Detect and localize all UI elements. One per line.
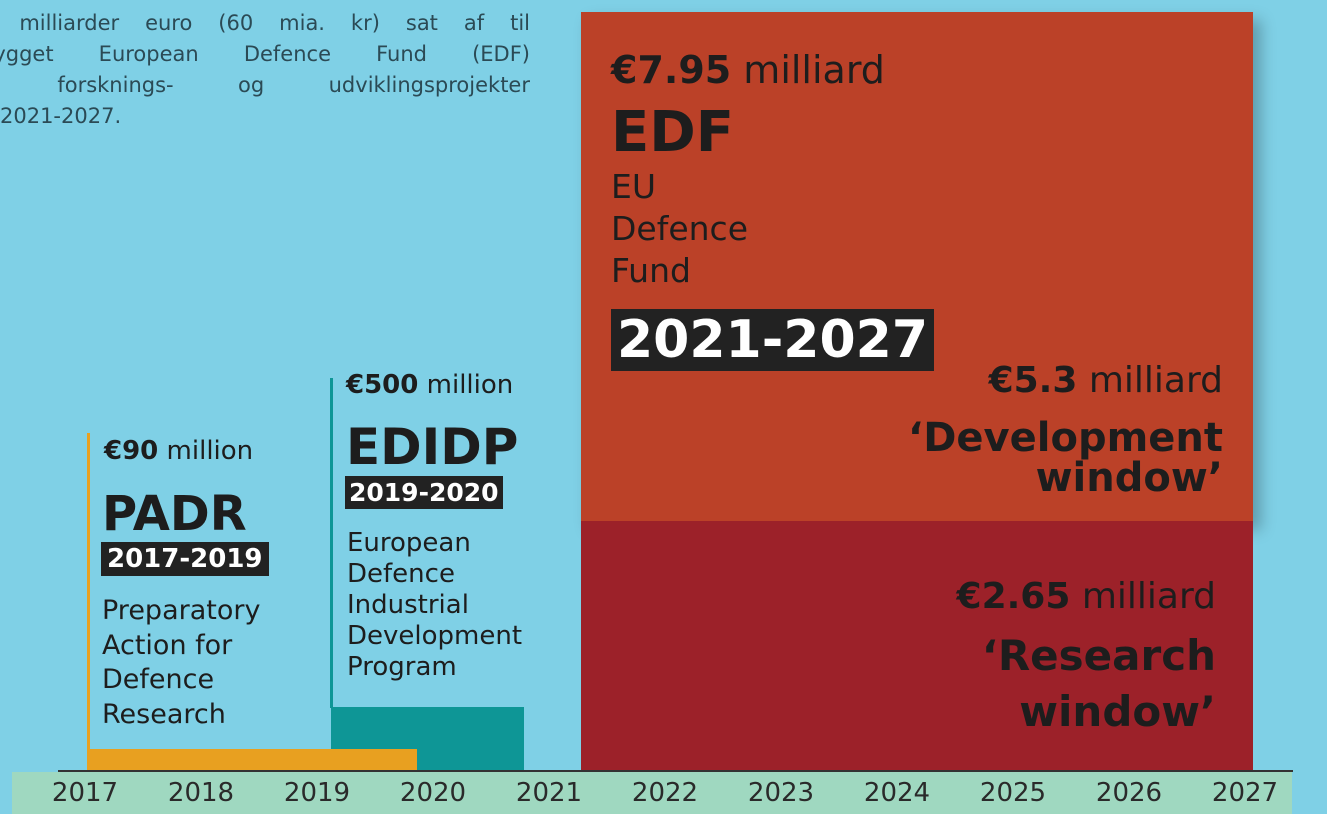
edf-period: 2021-2027: [611, 309, 935, 371]
name-line: Industrial: [347, 590, 469, 620]
edf-amount: €7.95 milliard: [611, 48, 885, 92]
year-label: 2019: [283, 778, 351, 808]
amount: €5.3: [988, 360, 1078, 401]
unit: milliard: [1088, 360, 1223, 401]
year-label: 2018: [167, 778, 235, 808]
year-label: 2017: [51, 778, 119, 808]
intro-text: 8 milliarder euro (60 mia. kr) sat af ti…: [0, 8, 530, 132]
name-line: Fund: [611, 251, 691, 290]
edidp-name: European Defence Industrial Development …: [347, 528, 522, 683]
unit: million: [166, 436, 254, 466]
unit: milliard: [1081, 576, 1216, 617]
development-label: ‘Development window’: [908, 418, 1223, 498]
axis-line: [58, 770, 1293, 772]
padr-period: 2017-2019: [101, 542, 269, 576]
year-label: 2025: [979, 778, 1047, 808]
intro-line: 8 milliarder euro (60 mia. kr) sat af ti…: [0, 11, 530, 35]
label-line: ‘Development: [908, 415, 1223, 461]
name-line: Defence: [102, 664, 215, 695]
edidp-amount: €500 million: [346, 370, 513, 400]
name-line: Action for: [102, 629, 233, 661]
name-line: Research: [102, 698, 226, 730]
amount: €500: [346, 370, 419, 400]
unit: million: [426, 370, 514, 400]
research-amount: €2.65 milliard: [957, 576, 1216, 617]
development-amount: €5.3 milliard: [989, 360, 1223, 401]
amount: €90: [104, 436, 159, 466]
year-label: 2026: [1095, 778, 1163, 808]
research-label: ‘Research window’: [982, 628, 1216, 740]
intro-line: n 2021-2027.: [0, 104, 122, 128]
edidp-acronym: EDIDP: [346, 418, 519, 476]
name-line: Preparatory: [102, 595, 261, 626]
year-label: 2020: [399, 778, 467, 808]
edidp-period: 2019-2020: [345, 476, 503, 509]
label-line: ‘Research: [981, 631, 1216, 680]
name-line: Program: [347, 652, 457, 682]
research-block: [581, 521, 1253, 771]
year-label: 2022: [631, 778, 699, 808]
padr-name: Preparatory Action for Defence Research: [102, 594, 260, 732]
amount: €2.65: [956, 576, 1071, 617]
padr-amount: €90 million: [104, 436, 253, 466]
name-line: EU: [611, 167, 657, 206]
padr-acronym: PADR: [102, 486, 247, 542]
label-line: window’: [1019, 687, 1216, 736]
name-line: Defence: [347, 559, 455, 589]
year-label: 2024: [863, 778, 931, 808]
timeline-band: [12, 772, 1292, 814]
edf-acronym: EDF: [611, 100, 734, 165]
year-label: 2021: [515, 778, 583, 808]
development-block: [581, 12, 1253, 522]
edf-name: EU Defence Fund: [611, 166, 748, 292]
amount: €7.95: [611, 48, 732, 92]
unit: milliard: [743, 48, 885, 92]
edidp-line: [330, 378, 333, 708]
label-line: window’: [1035, 455, 1223, 501]
name-line: European: [347, 528, 471, 558]
intro-line: e forsknings- og udviklingsprojekter: [0, 73, 530, 97]
intro-line: bygget European Defence Fund (EDF): [0, 42, 530, 66]
year-label: 2027: [1211, 778, 1279, 808]
name-line: Defence: [611, 209, 748, 248]
padr-bar: [87, 749, 417, 771]
year-label: 2023: [747, 778, 815, 808]
padr-line: [87, 433, 90, 749]
name-line: Development: [347, 621, 523, 651]
